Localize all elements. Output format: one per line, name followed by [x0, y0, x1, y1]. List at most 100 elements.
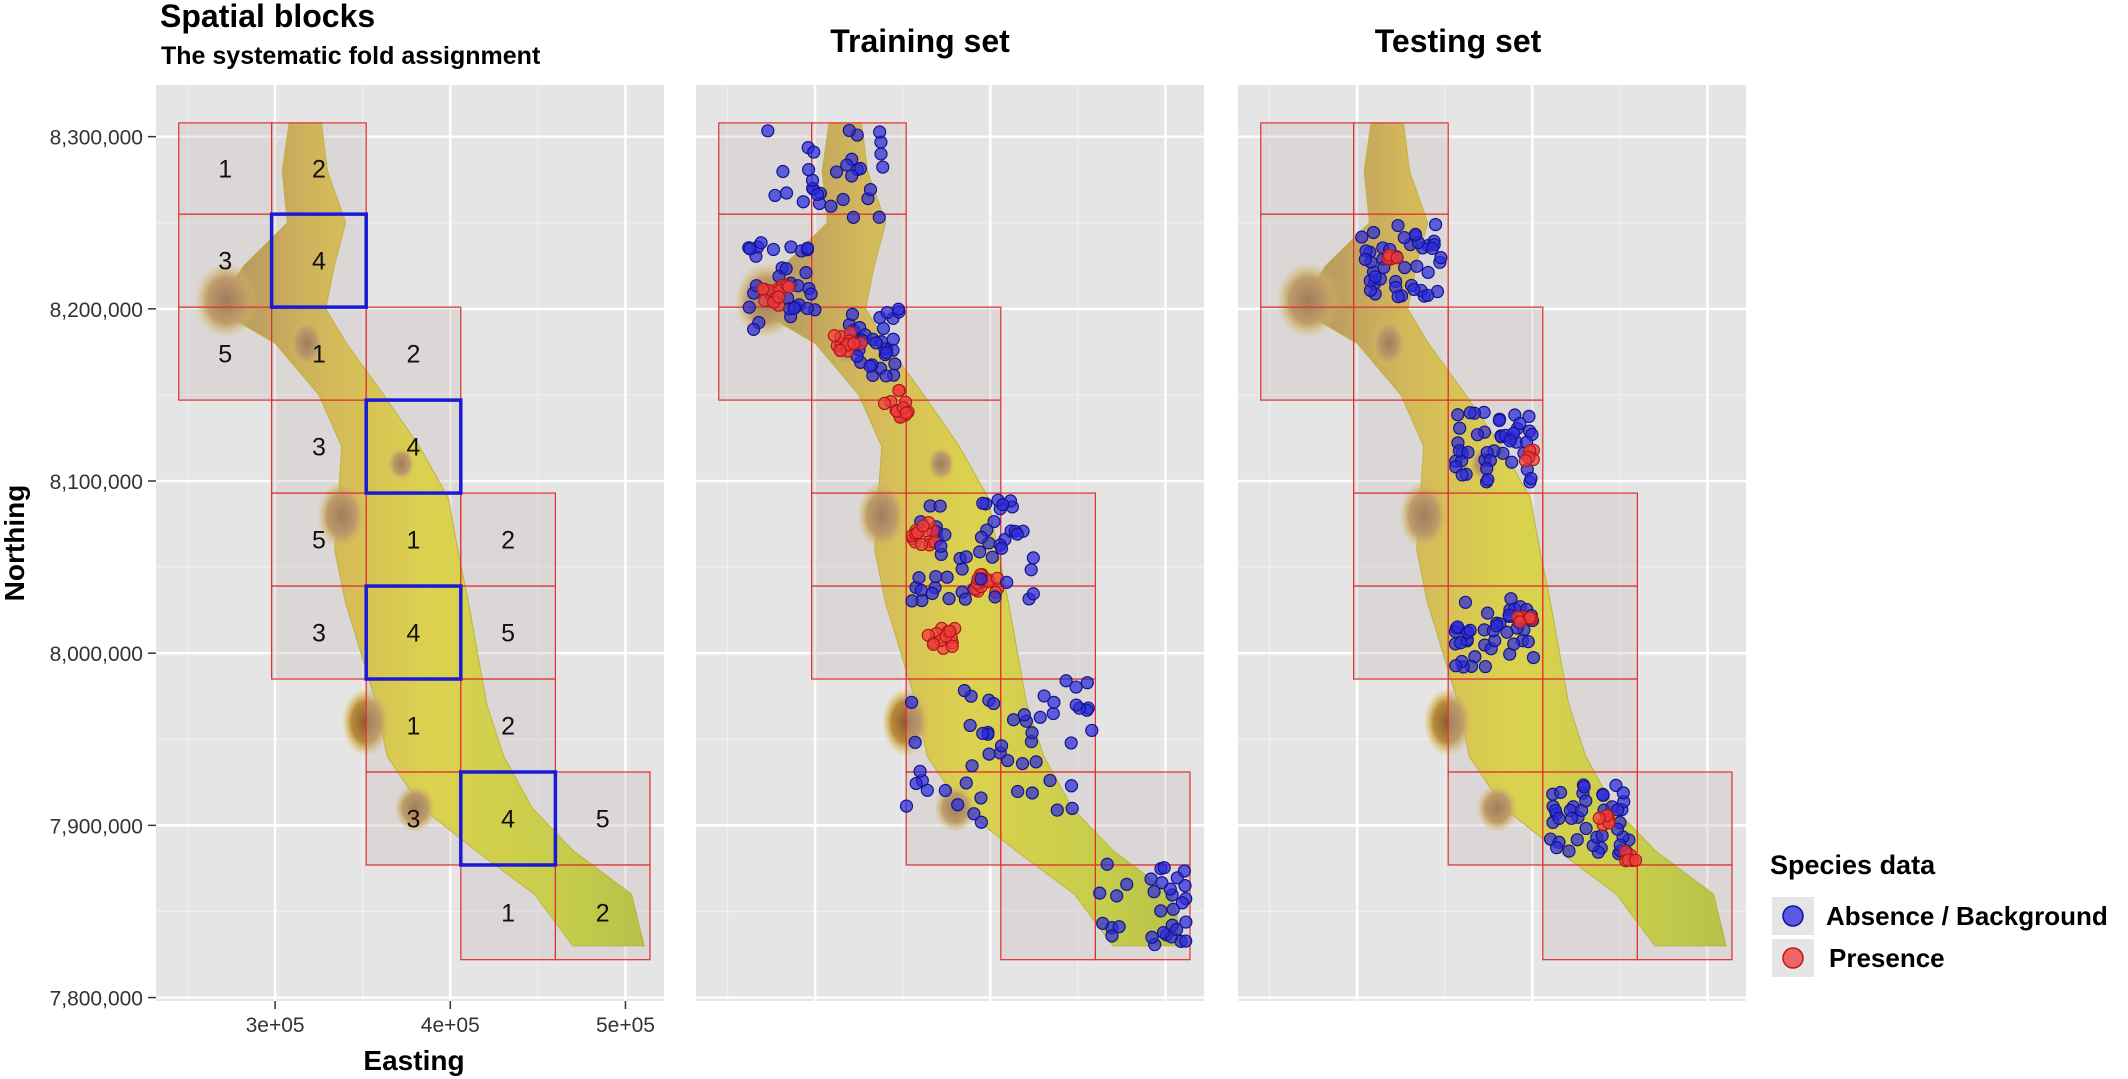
data-point: [1579, 821, 1593, 836]
spatial-block: [1542, 492, 1638, 587]
data-point: [1046, 706, 1060, 721]
data-point: [840, 158, 854, 172]
land-raster: [1296, 122, 1727, 947]
spatial-block: [1636, 771, 1733, 866]
spatial-block: [1000, 585, 1096, 680]
data-point: [1069, 680, 1083, 694]
panel-spatial-blocks: 1 2 3 4 5 1 2 3 4 5 1 2 3 4 5 1 2 3 4 5 1 2: [156, 85, 664, 1001]
data-point: [1562, 844, 1576, 858]
data-point: [1451, 408, 1465, 422]
mountain-area: [1371, 319, 1407, 368]
data-point: [899, 406, 914, 420]
data-point: [800, 301, 814, 316]
data-point: [1480, 606, 1495, 620]
spatial-block: [1353, 122, 1449, 215]
data-point: [965, 759, 979, 773]
data-point: [1112, 920, 1126, 934]
data-point: [1421, 288, 1435, 302]
data-point: [1163, 882, 1177, 896]
data-point: [886, 332, 900, 346]
data-point: [967, 807, 981, 821]
y-tick-label: 7,800,000: [50, 988, 143, 1011]
y-tick-label: 7,900,000: [50, 815, 143, 838]
data-point: [1178, 879, 1192, 893]
data-point: [1463, 406, 1477, 420]
mountain-area: [1399, 481, 1449, 550]
data-point: [827, 329, 841, 343]
data-point: [1015, 756, 1030, 771]
spatial-block: [1542, 585, 1638, 680]
data-point: [877, 396, 892, 411]
data-point: [1366, 225, 1381, 240]
data-point: [1579, 794, 1593, 808]
legend: Species data Absence / Background Presen…: [1770, 850, 2108, 977]
y-tick-label: 8,100,000: [50, 471, 143, 494]
data-point: [914, 537, 929, 551]
data-point: [1500, 625, 1514, 639]
data-point: [845, 169, 859, 183]
spatial-block: [554, 771, 651, 866]
data-point: [876, 321, 891, 336]
legend-label-absence: Absence / Background: [1826, 901, 2108, 931]
data-point: [1490, 619, 1504, 633]
data-point: [963, 718, 977, 733]
data-point: [1564, 811, 1579, 825]
spatial-block: [1094, 771, 1191, 866]
data-point: [1454, 636, 1468, 650]
data-point: [1179, 934, 1193, 948]
spatial-block: [271, 399, 367, 494]
data-point: [845, 307, 860, 322]
mountain-area: [857, 481, 907, 550]
data-point: [807, 145, 821, 159]
data-point: [1144, 872, 1158, 886]
mountain-area: [927, 446, 956, 482]
data-point: [802, 163, 816, 177]
data-point: [899, 799, 914, 813]
spatial-block: [271, 306, 367, 401]
data-point: [787, 301, 801, 315]
data-point: [879, 346, 894, 360]
x-tick-label: 5e+05: [596, 1014, 655, 1037]
data-point: [1017, 708, 1031, 722]
data-point: [1398, 260, 1412, 275]
spatial-block: [811, 585, 907, 680]
spatial-block: [271, 213, 367, 308]
data-point: [909, 776, 923, 791]
panel-title-spatial-blocks: Spatial blocks: [160, 0, 375, 34]
data-point: [959, 550, 973, 564]
data-point: [879, 369, 893, 383]
block-fold-label: 3: [312, 620, 326, 648]
x-tick-label: 3e+05: [246, 1014, 305, 1037]
data-point: [892, 383, 906, 398]
data-point: [766, 242, 781, 257]
spatial-block: [905, 399, 1002, 494]
data-point: [1577, 780, 1591, 794]
data-point: [976, 496, 990, 510]
spatial-block: [365, 306, 462, 401]
panel-training-set: [696, 85, 1204, 1001]
data-point: [836, 192, 850, 207]
block-fold-label: 4: [407, 620, 421, 648]
mountain-area: [1476, 784, 1519, 833]
data-point: [1521, 635, 1535, 649]
data-point: [1010, 527, 1024, 541]
spatial-block: [1353, 399, 1449, 494]
data-point: [1526, 650, 1541, 665]
selected-block-outline: [364, 584, 463, 681]
block-fold-label: 5: [218, 341, 232, 369]
data-point: [1453, 421, 1467, 435]
data-point: [926, 637, 940, 651]
y-axis: 7,800,000 7,900,000 8,000,000 8,100,000 8,20…: [50, 127, 156, 1011]
data-point: [925, 586, 939, 601]
spatial-block: [1260, 122, 1355, 215]
data-point: [1157, 861, 1171, 875]
spatial-block: [1542, 864, 1638, 961]
data-point: [743, 242, 757, 256]
spatial-block: [1353, 492, 1449, 587]
data-point: [1080, 676, 1094, 690]
data-point: [799, 266, 813, 280]
data-point: [1059, 674, 1073, 688]
data-point: [974, 530, 989, 544]
spatial-block: [811, 492, 907, 587]
